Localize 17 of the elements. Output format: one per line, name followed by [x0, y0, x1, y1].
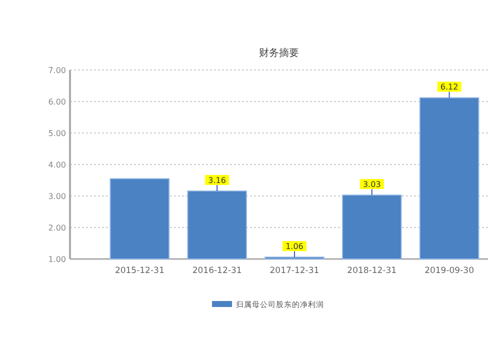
y-tick-label: 1.00	[48, 255, 66, 264]
y-tick-label: 3.00	[48, 192, 66, 201]
data-label: 1.06	[286, 242, 304, 252]
data-label: 3.16	[208, 176, 226, 185]
x-tick-label: 2019-09-30	[424, 266, 474, 276]
data-label: 3.03	[362, 180, 381, 190]
x-tick-label: 2015-12-31	[114, 266, 164, 276]
data-label: 6.12	[440, 82, 458, 92]
x-tick-label: 2016-12-31	[192, 266, 242, 276]
y-tick-label: 4.00	[48, 160, 66, 170]
y-tick-label: 2.00	[48, 224, 66, 232]
chart-title: 财务摘要	[259, 47, 299, 59]
x-tick-label: 2018-12-31	[347, 266, 397, 276]
y-tick-label: 7.00	[48, 66, 66, 75]
y-tick-label: 5.00	[48, 129, 66, 138]
y-tick-label: 6.00	[48, 98, 66, 106]
x-tick-label: 2017-12-31	[270, 266, 320, 276]
